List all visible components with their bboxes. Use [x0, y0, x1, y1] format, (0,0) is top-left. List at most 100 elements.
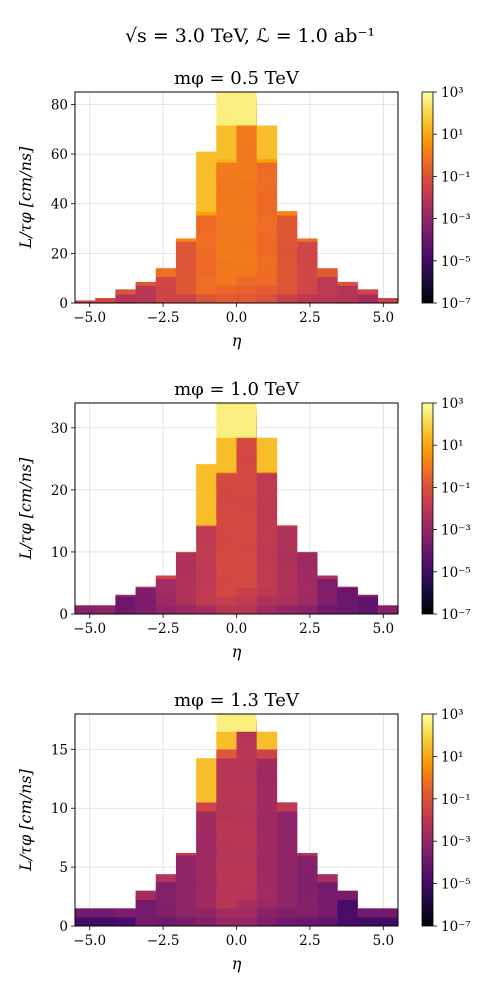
heatmap-cell — [317, 605, 338, 615]
heatmap-cell — [276, 917, 298, 927]
heatmap-cell — [256, 159, 278, 163]
heatmap-cell — [196, 881, 217, 891]
heatmap-cell — [276, 881, 298, 891]
colorbar-tick-label: 10⁻¹ — [441, 792, 471, 808]
heatmap-cell — [256, 534, 278, 544]
heatmap-cell — [175, 890, 197, 900]
heatmap-cell — [175, 276, 197, 286]
heatmap-cell — [236, 526, 257, 536]
heatmap-cell — [155, 890, 177, 900]
colorbar-tick-label: 10³ — [441, 396, 464, 412]
heatmap-cell — [276, 211, 298, 216]
heatmap-cell — [256, 294, 278, 304]
heatmap-cell — [236, 534, 257, 544]
x-tick-label: 2.5 — [299, 621, 320, 637]
y-tick-label: 0 — [59, 607, 68, 623]
heatmap-cell — [196, 802, 217, 812]
heatmap-cell — [155, 285, 177, 295]
heatmap-cell — [196, 758, 217, 803]
heatmap-cell — [216, 802, 237, 812]
heatmap-cell — [196, 596, 217, 606]
heatmap-cell — [236, 464, 257, 474]
heatmap-cell — [196, 917, 217, 927]
y-tick-label: 0 — [59, 919, 68, 935]
heatmap-cell — [297, 267, 318, 277]
heatmap-cell — [236, 135, 257, 146]
heatmap-cell — [236, 197, 257, 207]
heatmap-cell — [236, 127, 257, 137]
heatmap-cell — [256, 793, 278, 803]
heatmap-cell — [256, 767, 278, 777]
heatmap-cell — [317, 890, 338, 900]
y-axis-label: L/τφ [cm/ns] — [16, 146, 35, 249]
panel-title: mφ = 1.3 TeV — [174, 690, 300, 711]
heatmap-cell — [256, 179, 278, 190]
heatmap-cell — [115, 908, 136, 918]
heatmap-cell — [256, 552, 278, 562]
heatmap-cell — [357, 294, 379, 304]
heatmap-cell — [256, 784, 278, 794]
heatmap-cell — [236, 473, 257, 483]
heatmap-cell — [297, 276, 318, 286]
x-axis-label: η — [232, 642, 242, 661]
x-tick-label: 5.0 — [373, 621, 394, 637]
x-tick-label: 2.5 — [299, 310, 320, 326]
heatmap-cell — [216, 294, 237, 304]
heatmap-cell — [155, 874, 177, 883]
heatmap-cell — [236, 206, 257, 216]
heatmap-cell — [256, 259, 278, 269]
heatmap-cell — [216, 890, 237, 900]
heatmap-cell — [256, 828, 278, 838]
heatmap-cell — [135, 899, 157, 909]
heatmap-cell — [337, 285, 358, 295]
heatmap-cell — [236, 775, 257, 785]
heatmap-cell — [236, 587, 257, 597]
heatmap-cell — [256, 890, 278, 900]
heatmap-cell — [175, 578, 197, 588]
heatmap-cell — [175, 561, 197, 571]
x-tick-label: −5.0 — [73, 621, 106, 637]
heatmap-cell — [256, 508, 278, 518]
x-tick-label: 5.0 — [373, 310, 394, 326]
heatmap-cell — [276, 864, 298, 874]
heatmap-cell — [276, 223, 298, 233]
heatmap-cell — [236, 455, 257, 465]
heatmap-cell — [317, 874, 338, 883]
heatmap-cell — [256, 899, 278, 909]
heatmap-cell — [276, 846, 298, 856]
heatmap-cell — [256, 267, 278, 277]
heatmap-cell — [155, 908, 177, 918]
heatmap-cell — [175, 267, 197, 277]
heatmap-cell — [196, 294, 217, 304]
heatmap-cell — [317, 578, 338, 588]
heatmap-cell — [276, 837, 298, 847]
heatmap-cell — [317, 596, 338, 606]
heatmap-cell — [175, 596, 197, 606]
heatmap-cell — [236, 578, 257, 588]
heatmap-cell — [276, 250, 298, 260]
heatmap-cell — [236, 490, 257, 501]
heatmap-cell — [276, 232, 298, 242]
heatmap-cell — [175, 238, 197, 242]
heatmap-cell — [236, 446, 257, 457]
heatmap-cell — [256, 490, 278, 501]
heatmap-cell — [256, 499, 278, 509]
heatmap-cell — [216, 241, 237, 251]
heatmap-cell — [236, 543, 257, 553]
heatmap-cell — [236, 873, 257, 883]
heatmap-cell — [297, 899, 318, 909]
heatmap-cell — [236, 767, 257, 777]
heatmap-cell — [155, 881, 177, 891]
heatmap-cell — [216, 775, 237, 785]
heatmap-cell — [135, 605, 157, 615]
heatmap-cell — [216, 793, 237, 803]
colorbar-tick-label: 10¹ — [441, 127, 464, 143]
heatmap-cell — [297, 552, 318, 562]
heatmap-cell — [236, 890, 257, 900]
heatmap-cell — [297, 285, 318, 295]
heatmap-cell — [317, 881, 338, 891]
y-tick-label: 80 — [51, 97, 68, 113]
heatmap-cell — [276, 908, 298, 918]
heatmap-cell — [115, 917, 136, 927]
heatmap-cell — [216, 250, 237, 260]
